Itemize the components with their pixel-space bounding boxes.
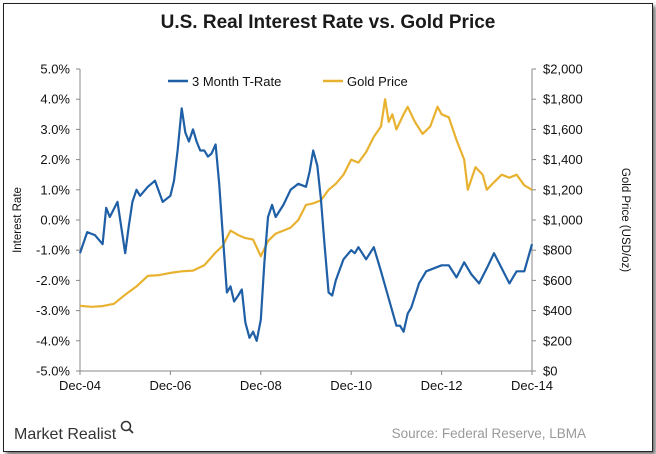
y-right-tick-label: $800 [543, 243, 572, 258]
y-right-axis-title: Gold Price (USD/oz) [619, 168, 631, 272]
y-left-axis-title: Interest Rate [12, 187, 24, 253]
y-right-tick-label: $2,000 [543, 62, 583, 77]
y-right-tick-label: $1,400 [543, 152, 583, 167]
brand-logo-text: Market Realist [14, 426, 117, 443]
x-tick-label: Dec-06 [149, 378, 191, 393]
y-right-tick-label: $400 [543, 303, 572, 318]
y-left-tick-label: 5.0% [40, 62, 70, 77]
y-right-tick-label: $1,000 [543, 213, 583, 228]
x-tick-label: Dec-14 [511, 378, 553, 393]
y-left-tick-label: 3.0% [40, 122, 70, 137]
x-tick-label: Dec-12 [421, 378, 463, 393]
y-left-tick-label: 2.0% [40, 152, 70, 167]
source-note: Source: Federal Reserve, LBMA [392, 426, 586, 441]
legend-label-gold: Gold Price [347, 74, 408, 89]
magnifier-icon [120, 420, 134, 434]
chart-frame [3, 3, 653, 452]
y-left-tick-label: -4.0% [36, 333, 70, 348]
x-tick-label: Dec-10 [330, 378, 372, 393]
y-left-tick-label: -1.0% [36, 243, 70, 258]
y-right-tick-label: $200 [543, 333, 572, 348]
legend-label-t-rate: 3 Month T-Rate [192, 74, 281, 89]
y-right-tick-label: $1,800 [543, 92, 583, 107]
y-left-tick-label: 4.0% [40, 92, 70, 107]
y-left-tick-label: -5.0% [36, 364, 70, 379]
x-tick-label: Dec-04 [59, 378, 101, 393]
y-right-tick-label: $1,600 [543, 122, 583, 137]
series-line-gold-price [79, 98, 533, 308]
y-right-tick-label: $0 [543, 364, 557, 379]
y-left-tick-label: -2.0% [36, 273, 70, 288]
x-tick-label: Dec-08 [240, 378, 282, 393]
y-left-tick-label: 1.0% [40, 182, 70, 197]
series-line-t-rate [78, 107, 534, 342]
y-left-tick-label: -3.0% [36, 303, 70, 318]
y-left-tick-label: 0.0% [40, 213, 70, 228]
chart-title: U.S. Real Interest Rate vs. Gold Price [161, 12, 496, 33]
y-right-tick-label: $1,200 [543, 182, 583, 197]
y-right-tick-label: $600 [543, 273, 572, 288]
